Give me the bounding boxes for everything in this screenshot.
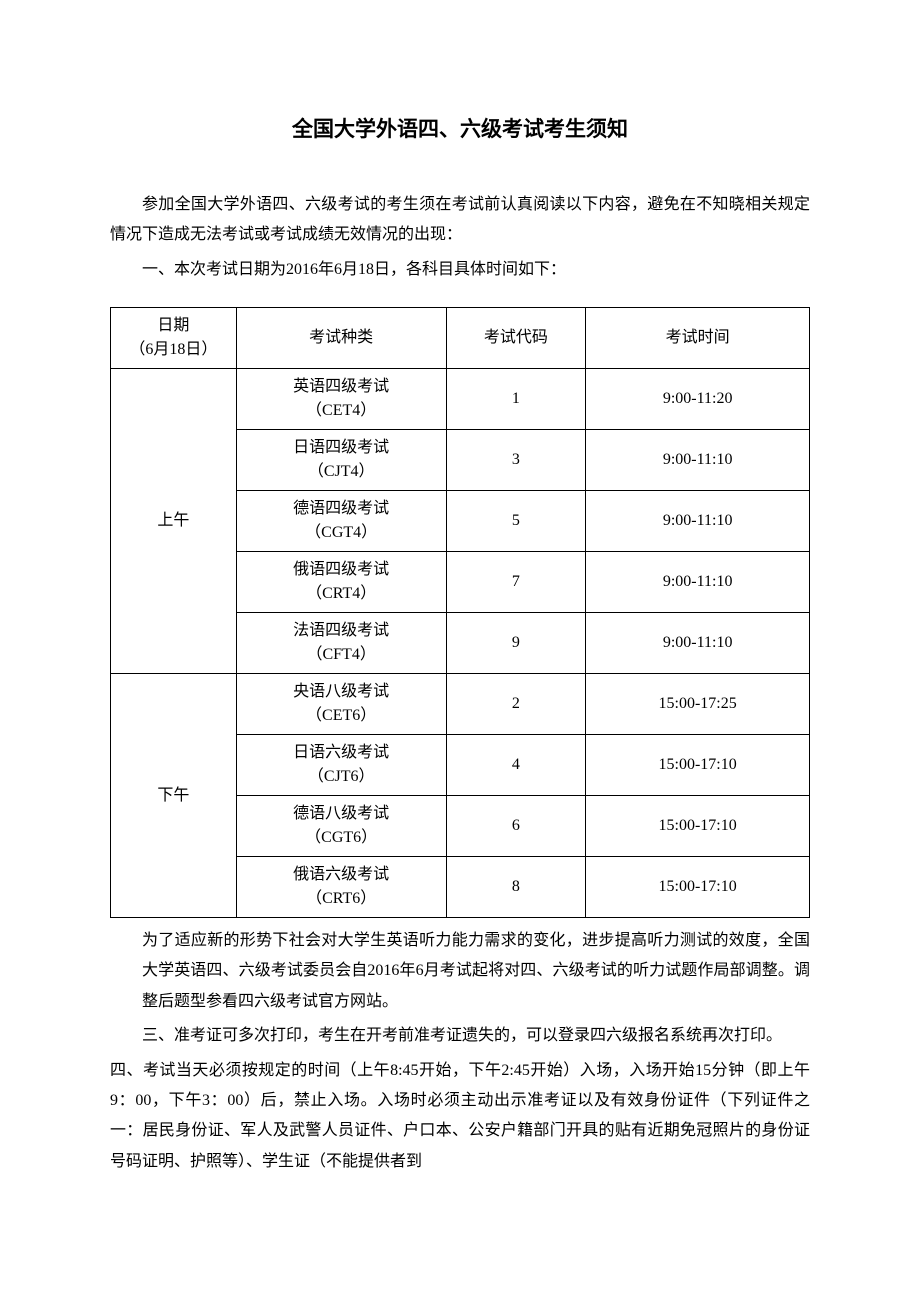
- exam-name: 日语六级考试: [293, 744, 389, 761]
- exam-time-cell: 15:00-17:25: [586, 674, 810, 735]
- exam-code-abbr: （CJT6）: [308, 768, 375, 785]
- exam-type-cell: 日语六级考试 （CJT6）: [236, 735, 446, 796]
- exam-code-cell: 1: [446, 369, 586, 430]
- header-date: 日期 （6月18日）: [111, 308, 237, 369]
- section-2-paragraph: 为了适应新的形势下社会对大学生英语听力能力需求的变化，进步提高听力测试的效度，全…: [110, 926, 810, 1017]
- exam-code-cell: 5: [446, 491, 586, 552]
- header-date-line2: （6月18日）: [129, 341, 217, 358]
- exam-time-cell: 15:00-17:10: [586, 857, 810, 918]
- section-3-paragraph: 三、准考证可多次打印，考生在开考前准考证遗失的，可以登录四六级报名系统再次打印。: [110, 1021, 810, 1051]
- period-cell-afternoon: 下午: [111, 674, 237, 918]
- exam-code-cell: 3: [446, 430, 586, 491]
- exam-code-cell: 8: [446, 857, 586, 918]
- section-4-paragraph: 四、考试当天必须按规定的时间（上午8:45开始，下午2:45开始）入场，入场开始…: [110, 1056, 810, 1178]
- exam-time-cell: 9:00-11:10: [586, 552, 810, 613]
- table-row: 下午 央语八级考试 （CET6） 2 15:00-17:25: [111, 674, 810, 735]
- exam-schedule-table: 日期 （6月18日） 考试种类 考试代码 考试时间 上午 英语四级考试 （CET…: [110, 307, 810, 918]
- exam-type-cell: 英语四级考试 （CET4）: [236, 369, 446, 430]
- period-cell-morning: 上午: [111, 369, 237, 674]
- exam-name: 央语八级考试: [293, 683, 389, 700]
- exam-type-cell: 央语八级考试 （CET6）: [236, 674, 446, 735]
- exam-name: 德语四级考试: [293, 500, 389, 517]
- exam-code-abbr: （CGT4）: [305, 524, 377, 541]
- exam-code-abbr: （CRT4）: [306, 585, 376, 602]
- exam-code-abbr: （CET4）: [306, 402, 376, 419]
- exam-type-cell: 俄语四级考试 （CRT4）: [236, 552, 446, 613]
- exam-code-abbr: （CET6）: [306, 707, 376, 724]
- exam-code-cell: 9: [446, 613, 586, 674]
- exam-type-cell: 俄语六级考试 （CRT6）: [236, 857, 446, 918]
- exam-code-cell: 2: [446, 674, 586, 735]
- exam-code-abbr: （CFT4）: [306, 646, 375, 663]
- exam-name: 法语四级考试: [293, 622, 389, 639]
- exam-time-cell: 15:00-17:10: [586, 796, 810, 857]
- exam-name: 俄语六级考试: [293, 866, 389, 883]
- exam-name: 俄语四级考试: [293, 561, 389, 578]
- header-date-line1: 日期: [157, 317, 189, 334]
- exam-time-cell: 9:00-11:10: [586, 491, 810, 552]
- intro-paragraph: 参加全国大学外语四、六级考试的考生须在考试前认真阅读以下内容，避免在不知晓相关规…: [110, 190, 810, 251]
- header-time: 考试时间: [586, 308, 810, 369]
- exam-time-cell: 9:00-11:10: [586, 613, 810, 674]
- exam-code-abbr: （CRT6）: [306, 890, 376, 907]
- table-row: 上午 英语四级考试 （CET4） 1 9:00-11:20: [111, 369, 810, 430]
- exam-type-cell: 法语四级考试 （CFT4）: [236, 613, 446, 674]
- exam-type-cell: 日语四级考试 （CJT4）: [236, 430, 446, 491]
- document-title: 全国大学外语四、六级考试考生须知: [110, 110, 810, 150]
- exam-code-cell: 6: [446, 796, 586, 857]
- table-header-row: 日期 （6月18日） 考试种类 考试代码 考试时间: [111, 308, 810, 369]
- exam-time-cell: 15:00-17:10: [586, 735, 810, 796]
- exam-code-abbr: （CJT4）: [308, 463, 375, 480]
- exam-name: 德语八级考试: [293, 805, 389, 822]
- exam-time-cell: 9:00-11:20: [586, 369, 810, 430]
- exam-time-cell: 9:00-11:10: [586, 430, 810, 491]
- exam-code-abbr: （CGT6）: [305, 829, 377, 846]
- header-code: 考试代码: [446, 308, 586, 369]
- section-1-heading: 一、本次考试日期为2016年6月18日，各科目具体时间如下：: [110, 255, 810, 285]
- header-type: 考试种类: [236, 308, 446, 369]
- exam-code-cell: 4: [446, 735, 586, 796]
- exam-type-cell: 德语四级考试 （CGT4）: [236, 491, 446, 552]
- exam-name: 英语四级考试: [293, 378, 389, 395]
- exam-name: 日语四级考试: [293, 439, 389, 456]
- exam-code-cell: 7: [446, 552, 586, 613]
- exam-type-cell: 德语八级考试 （CGT6）: [236, 796, 446, 857]
